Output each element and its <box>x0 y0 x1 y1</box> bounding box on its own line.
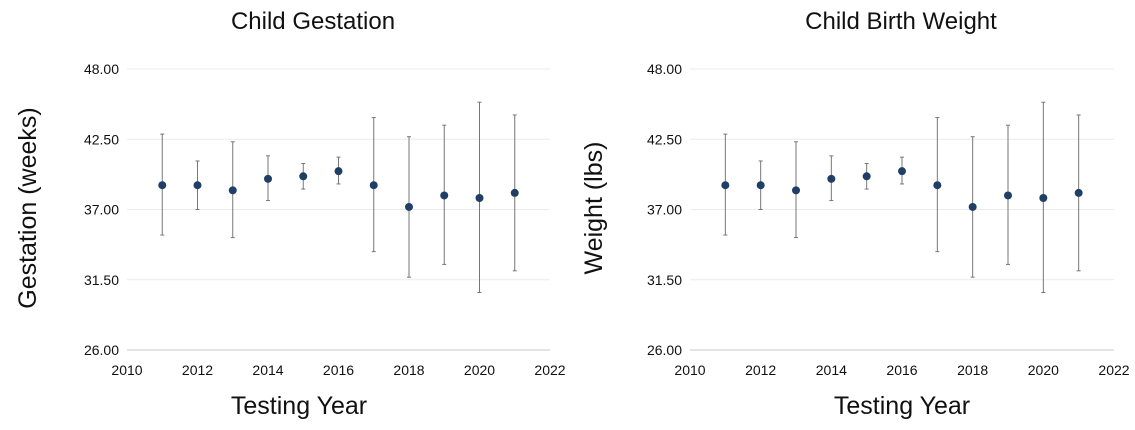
x-tick-label: 2018 <box>957 362 988 378</box>
data-point <box>756 181 765 190</box>
x-tick-label: 2014 <box>252 362 283 378</box>
x-tick-label: 2022 <box>534 362 565 378</box>
data-point <box>827 174 836 183</box>
y-tick-label: 31.50 <box>647 272 682 288</box>
x-tick-label: 2010 <box>674 362 705 378</box>
chart-panel-gestation: Child Gestation 26.00 31.50 37.00 42.50 48.00… <box>0 0 567 430</box>
y-tick-label: 26.00 <box>84 342 119 358</box>
data-point <box>792 186 800 195</box>
chart-title: Child Birth Weight <box>805 8 997 35</box>
x-tick-label: 2020 <box>464 362 495 378</box>
x-tick-label: 2016 <box>323 362 354 378</box>
data-point <box>721 181 730 190</box>
x-tick-label: 2014 <box>816 362 847 378</box>
x-tick-label: 2022 <box>1098 362 1129 378</box>
data-point <box>193 181 202 190</box>
data-point <box>264 174 272 183</box>
gestation-chart: Child Gestation 26.00 31.50 37.00 42.50 48.00… <box>14 8 566 420</box>
data-point <box>405 202 413 211</box>
y-tick-label: 42.50 <box>84 131 119 147</box>
y-tick-label: 31.50 <box>84 272 119 288</box>
x-axis-label: Testing Year <box>231 392 367 420</box>
x-tick-label: 2016 <box>886 362 917 378</box>
data-point <box>299 172 308 181</box>
y-tick-label: 48.00 <box>84 61 119 77</box>
data-point <box>440 191 449 200</box>
y-axis-label: Weight (lbs) <box>580 142 608 275</box>
data-point <box>1004 191 1012 200</box>
data-point <box>1039 194 1048 203</box>
data-point <box>862 172 871 181</box>
data-point <box>158 181 167 190</box>
data-point <box>475 194 484 203</box>
data-point <box>898 167 906 176</box>
y-tick-label: 37.00 <box>84 202 119 218</box>
y-tick-label: 37.00 <box>647 202 682 218</box>
data-point <box>968 202 977 211</box>
x-tick-label: 2012 <box>745 362 776 378</box>
birth-weight-chart: Child Birth Weight 26.00 31.50 37.00 42.50 48… <box>580 8 1130 420</box>
chart-title: Child Gestation <box>231 8 395 35</box>
y-tick-label: 26.00 <box>647 342 682 358</box>
data-point <box>1074 188 1083 197</box>
x-tick-label: 2018 <box>393 362 424 378</box>
x-axis-label: Testing Year <box>834 392 970 420</box>
y-axis-label: Gestation (weeks) <box>14 107 42 308</box>
x-tick-label: 2010 <box>111 362 142 378</box>
data-point <box>510 188 519 197</box>
x-tick-label: 2012 <box>182 362 213 378</box>
x-tick-label: 2020 <box>1028 362 1059 378</box>
data-point <box>334 167 343 176</box>
data-point <box>228 186 237 195</box>
y-tick-label: 48.00 <box>647 61 682 77</box>
chart-panel-birth-weight: Child Birth Weight 26.00 31.50 37.00 42.50 48… <box>567 0 1134 430</box>
data-point <box>933 181 942 190</box>
data-point <box>369 181 378 190</box>
y-tick-label: 42.50 <box>647 131 682 147</box>
